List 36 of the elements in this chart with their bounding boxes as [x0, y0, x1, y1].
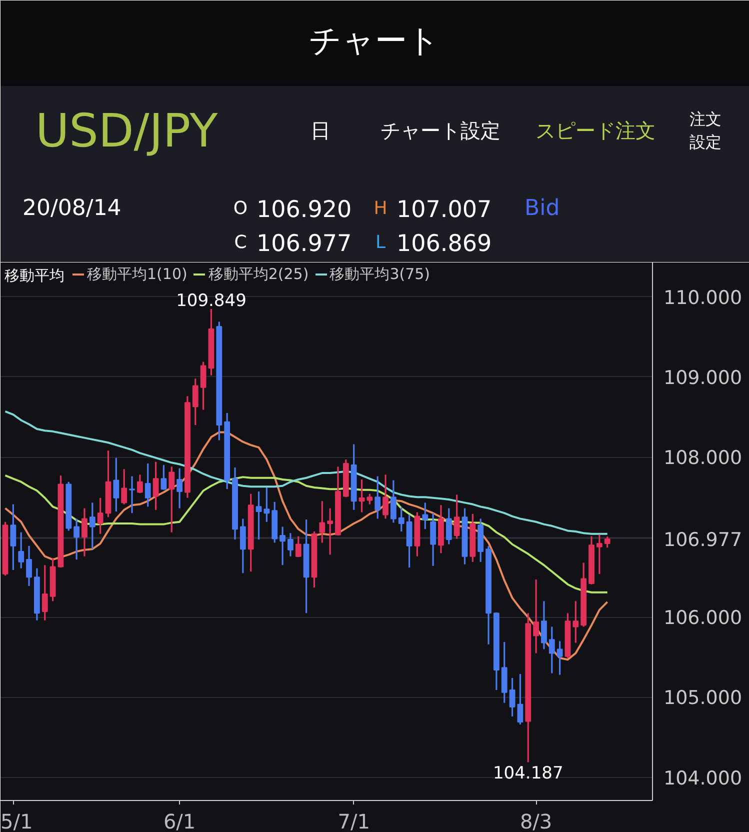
y-tick-label: 109.000	[664, 366, 742, 389]
text: O	[233, 198, 248, 219]
y-tick-label: 108.000	[664, 447, 742, 470]
legend-label: 移動平均2(25)	[208, 264, 309, 284]
text: 106.920	[256, 197, 352, 223]
y-tick-label: 104.000	[664, 767, 742, 790]
x-tick-label: 8/3	[520, 810, 552, 832]
text: スピード注文	[536, 118, 656, 142]
line-series	[4, 431, 608, 661]
y-tick-label: 110.000	[664, 286, 742, 309]
text: 注文設定	[690, 110, 722, 152]
text: 20/08/14	[22, 196, 122, 221]
x-tick-label: 7/1	[338, 810, 370, 832]
text: Bid	[524, 196, 560, 221]
annotation: 109.849	[176, 291, 246, 312]
legend-title: 移動平均	[4, 266, 64, 284]
legend-label: 移動平均1(10)	[87, 264, 188, 284]
y-tick-label: 106.000	[664, 607, 742, 630]
y-tick-label: 106.977	[664, 528, 742, 551]
y-tick-label: 105.000	[664, 687, 742, 710]
legend-label: 移動平均3(75)	[330, 264, 430, 284]
line-series	[4, 474, 608, 594]
text: 106.977	[256, 231, 352, 257]
text: C	[234, 232, 247, 253]
annotation: 104.187	[492, 763, 564, 784]
text: L	[375, 232, 386, 253]
chart-title: チャート	[309, 22, 440, 60]
text: チャート設定	[380, 118, 500, 142]
text: 107.007	[396, 197, 492, 223]
text: USD/JPY	[36, 104, 219, 158]
text: 106.869	[396, 231, 492, 257]
text: 日	[310, 118, 330, 142]
x-tick-label: 6/1	[163, 810, 196, 832]
line-series	[4, 410, 608, 535]
text: H	[374, 198, 388, 219]
x-tick-label: 5/1	[0, 810, 33, 832]
